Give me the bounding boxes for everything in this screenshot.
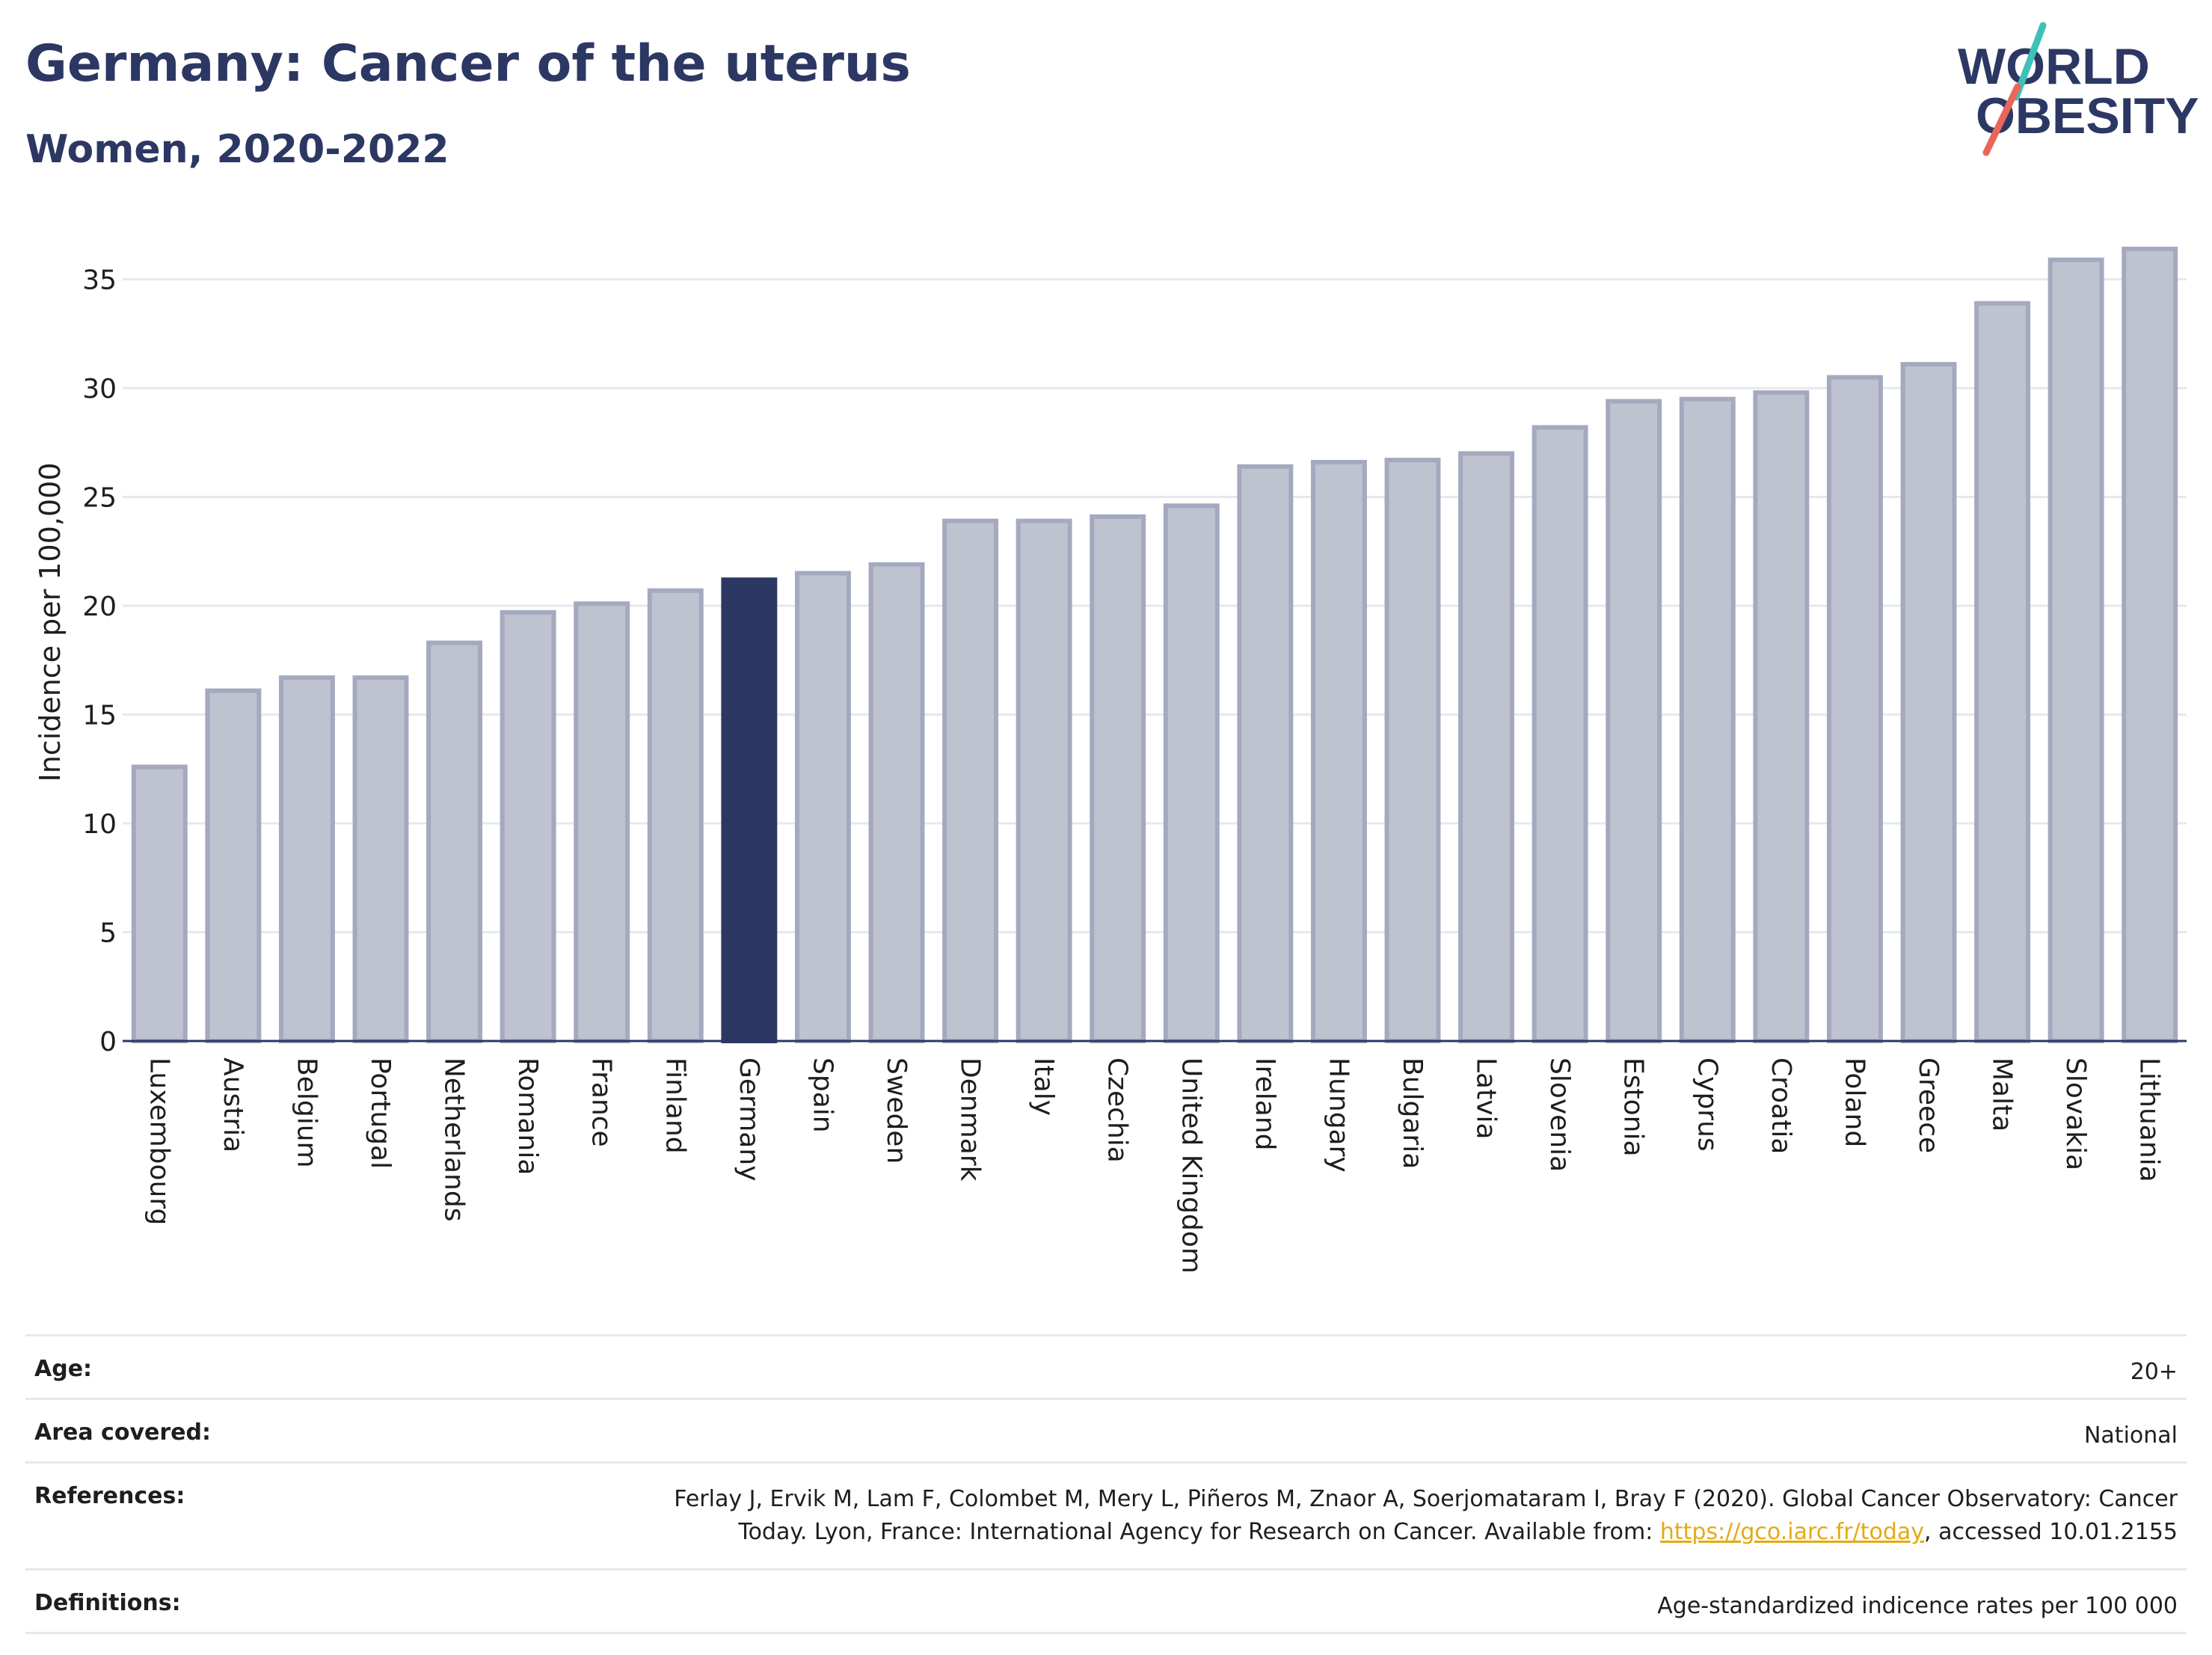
- x-tick-label: Portugal: [365, 1057, 396, 1169]
- bar-united-kingdom: [1163, 503, 1220, 1043]
- chart-title: Germany: Cancer of the uterus: [25, 34, 911, 93]
- bar-slovakia: [2047, 257, 2104, 1043]
- x-tick-label: Sweden: [881, 1057, 912, 1164]
- bar-ireland: [1237, 464, 1294, 1043]
- bar-cyprus: [1679, 396, 1736, 1043]
- meta-references-value: Ferlay J, Ervik M, Lam F, Colombet M, Me…: [283, 1461, 2187, 1570]
- x-tick-label: Netherlands: [439, 1057, 470, 1221]
- meta-area-value: National: [283, 1398, 2187, 1463]
- bar-hungary: [1310, 460, 1367, 1043]
- x-tick-label: Germany: [734, 1057, 764, 1181]
- x-tick-label: Poland: [1839, 1057, 1870, 1147]
- x-tick-label: Finland: [660, 1057, 690, 1154]
- x-tick-label: Austria: [218, 1057, 248, 1152]
- x-tick-label: Czechia: [1102, 1057, 1133, 1163]
- y-tick-label: 15: [82, 701, 117, 731]
- references-link[interactable]: https://gco.iarc.fr/today: [1659, 1519, 1925, 1545]
- x-tick-label: France: [586, 1057, 617, 1147]
- bar-latvia: [1458, 451, 1515, 1043]
- world-obesity-logo: WORLD OBESITY: [1958, 22, 2199, 156]
- x-tick-label: Slovenia: [1544, 1057, 1575, 1172]
- x-tick-label: Hungary: [1323, 1057, 1354, 1173]
- references-line2-pre: Today. Lyon, France: International Agenc…: [738, 1519, 1660, 1545]
- metadata-table: Age: 20+ Area covered: National Referenc…: [25, 1334, 2187, 1634]
- bar-greece: [1900, 362, 1957, 1043]
- bar-croatia: [1753, 390, 1810, 1043]
- bar-luxembourg: [131, 764, 188, 1044]
- bar-italy: [1016, 518, 1072, 1043]
- y-tick-labels: 0 5 10 15 20 25 30 35: [82, 265, 117, 1058]
- bar-sweden: [868, 562, 925, 1043]
- bar-germany: [721, 577, 778, 1043]
- bar-portugal: [352, 675, 409, 1043]
- y-tick-label: 0: [99, 1027, 117, 1057]
- x-tick-label: Luxembourg: [144, 1057, 174, 1225]
- x-tick-labels: Luxembourg Austria Belgium Portugal Netherla…: [144, 1057, 2164, 1274]
- x-tick-label: United Kingdom: [1176, 1057, 1206, 1274]
- references-line2-post: , accessed 10.01.2155: [1924, 1519, 2178, 1545]
- x-tick-label: Spain: [807, 1057, 838, 1133]
- bar-bulgaria: [1384, 458, 1441, 1043]
- x-tick-label: Cyprus: [1692, 1057, 1722, 1152]
- bar-finland: [647, 588, 704, 1043]
- x-tick-label: Belgium: [291, 1057, 322, 1168]
- x-tick-label: Italy: [1028, 1057, 1059, 1116]
- bar-belgium: [278, 675, 335, 1043]
- bar-austria: [205, 688, 262, 1044]
- bar-malta: [1974, 301, 2031, 1044]
- bar-czechia: [1090, 514, 1146, 1043]
- meta-definitions-label: Definitions:: [25, 1568, 283, 1634]
- x-tick-label: Denmark: [955, 1057, 986, 1182]
- bar-lithuania: [2122, 246, 2178, 1044]
- chart-subtitle: Women, 2020-2022: [25, 127, 449, 172]
- meta-row-references: References: Ferlay J, Ervik M, Lam F, Co…: [25, 1461, 2187, 1570]
- bar-spain: [794, 571, 851, 1043]
- meta-row-age: Age: 20+: [25, 1334, 2187, 1399]
- x-tick-label: Latvia: [1471, 1057, 1502, 1140]
- x-tick-label: Croatia: [1766, 1057, 1796, 1154]
- meta-references-label: References:: [25, 1461, 283, 1570]
- y-tick-label: 30: [82, 374, 117, 405]
- x-tick-label: Ireland: [1250, 1057, 1280, 1151]
- x-tick-label: Estonia: [1618, 1057, 1649, 1157]
- x-tick-label: Greece: [1913, 1057, 1944, 1153]
- bar-denmark: [942, 518, 999, 1043]
- meta-age-label: Age:: [25, 1334, 283, 1399]
- meta-row-area: Area covered: National: [25, 1398, 2187, 1463]
- meta-age-value: 20+: [283, 1334, 2187, 1399]
- x-tick-label: Slovakia: [2060, 1057, 2091, 1170]
- y-tick-label: 10: [82, 809, 117, 840]
- bars: [131, 246, 2178, 1044]
- meta-definitions-value: Age-standardized indicence rates per 100…: [283, 1568, 2187, 1634]
- logo-slash-coral: [1982, 83, 2021, 156]
- x-tick-label: Romania: [512, 1057, 543, 1175]
- bar-netherlands: [426, 640, 483, 1043]
- y-tick-label: 5: [99, 918, 117, 949]
- bar-chart: 0 5 10 15 20 25 30 35 Luxembourg Austria Belgium P…: [34, 246, 2187, 1274]
- bar-estonia: [1606, 399, 1662, 1043]
- bar-poland: [1826, 375, 1883, 1044]
- x-tick-label: Bulgaria: [1397, 1057, 1428, 1169]
- logo-text-world: WORLD: [1958, 38, 2150, 95]
- bar-romania: [500, 610, 556, 1043]
- meta-area-label: Area covered:: [25, 1398, 283, 1463]
- y-axis-label: Incidence per 100,000: [34, 462, 67, 782]
- y-tick-label: 25: [82, 483, 117, 514]
- bar-slovenia: [1531, 425, 1588, 1043]
- bar-france: [574, 601, 630, 1043]
- x-tick-label: Lithuania: [2134, 1057, 2165, 1182]
- y-tick-label: 35: [82, 265, 117, 296]
- references-line1: Ferlay J, Ervik M, Lam F, Colombet M, Me…: [674, 1486, 2178, 1512]
- x-tick-label: Malta: [1987, 1057, 2018, 1132]
- y-tick-label: 20: [82, 592, 117, 622]
- meta-row-definitions: Definitions: Age-standardized indicence …: [25, 1568, 2187, 1634]
